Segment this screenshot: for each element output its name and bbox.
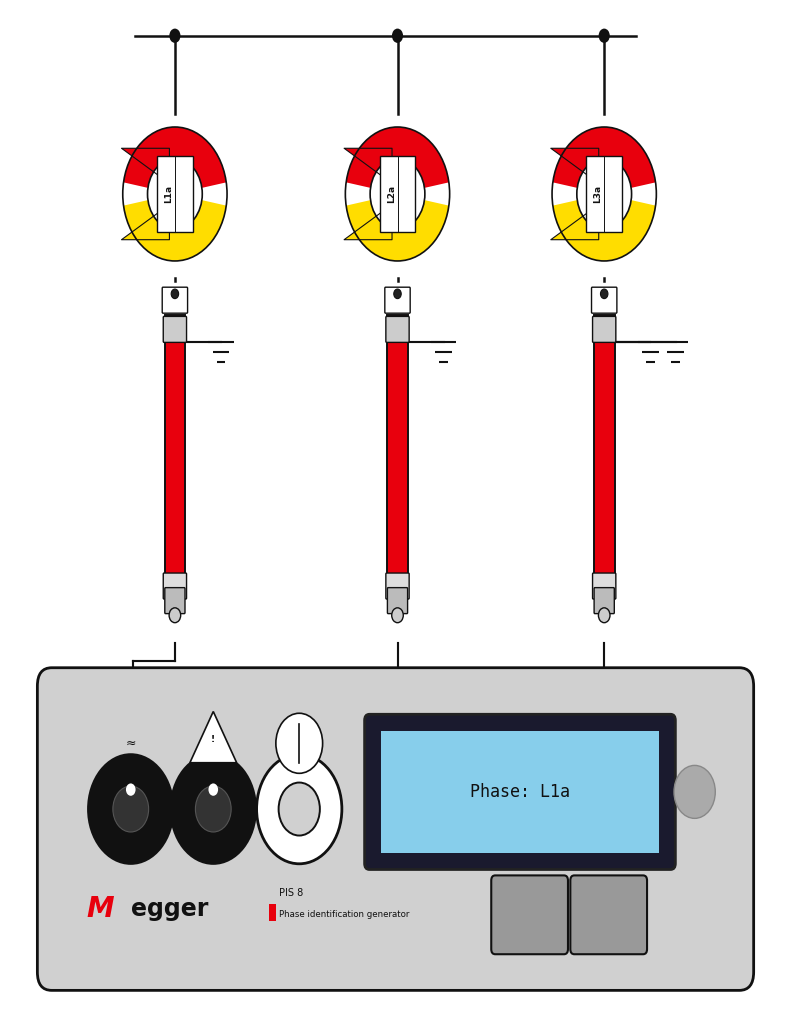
- Circle shape: [278, 782, 320, 835]
- Text: L3a: L3a: [594, 185, 603, 203]
- FancyBboxPatch shape: [37, 668, 754, 990]
- Polygon shape: [122, 148, 169, 184]
- FancyBboxPatch shape: [165, 588, 185, 614]
- FancyBboxPatch shape: [162, 287, 188, 313]
- Wedge shape: [553, 194, 656, 261]
- Wedge shape: [577, 159, 631, 194]
- Text: PIS 8: PIS 8: [278, 888, 303, 898]
- Text: Phase: L1a: Phase: L1a: [470, 783, 570, 800]
- Wedge shape: [370, 159, 425, 194]
- Text: M: M: [86, 895, 114, 923]
- Text: ≈: ≈: [126, 737, 136, 749]
- Circle shape: [88, 755, 173, 864]
- Bar: [165, 315, 185, 583]
- Wedge shape: [148, 194, 202, 229]
- Wedge shape: [553, 127, 656, 194]
- Circle shape: [171, 755, 256, 864]
- Circle shape: [392, 29, 403, 43]
- FancyBboxPatch shape: [587, 156, 622, 232]
- Polygon shape: [551, 148, 599, 184]
- FancyBboxPatch shape: [157, 156, 192, 232]
- Circle shape: [196, 786, 231, 832]
- FancyBboxPatch shape: [386, 317, 409, 342]
- Circle shape: [370, 159, 425, 229]
- Circle shape: [599, 607, 610, 623]
- Wedge shape: [123, 127, 227, 194]
- Circle shape: [599, 29, 610, 43]
- Circle shape: [600, 289, 608, 298]
- FancyBboxPatch shape: [592, 573, 616, 599]
- Circle shape: [171, 289, 179, 298]
- FancyBboxPatch shape: [591, 287, 617, 313]
- FancyBboxPatch shape: [163, 573, 187, 599]
- FancyBboxPatch shape: [594, 588, 615, 614]
- Bar: [387, 315, 408, 583]
- FancyBboxPatch shape: [570, 875, 647, 955]
- Polygon shape: [122, 204, 169, 240]
- Wedge shape: [346, 194, 449, 261]
- FancyBboxPatch shape: [365, 715, 676, 870]
- Wedge shape: [346, 127, 449, 194]
- Circle shape: [169, 607, 180, 623]
- Bar: [594, 315, 615, 583]
- Text: L2a: L2a: [387, 185, 396, 203]
- FancyBboxPatch shape: [387, 588, 408, 614]
- Wedge shape: [148, 159, 202, 194]
- Circle shape: [276, 714, 323, 773]
- FancyBboxPatch shape: [592, 317, 616, 342]
- Text: Phase identification generator: Phase identification generator: [278, 911, 409, 919]
- Circle shape: [208, 783, 218, 795]
- Text: !: !: [211, 735, 215, 744]
- Polygon shape: [344, 148, 392, 184]
- Circle shape: [577, 159, 631, 229]
- FancyBboxPatch shape: [386, 573, 409, 599]
- Wedge shape: [123, 194, 227, 261]
- Text: L1a: L1a: [165, 185, 173, 203]
- Circle shape: [392, 607, 403, 623]
- FancyBboxPatch shape: [380, 156, 415, 232]
- FancyBboxPatch shape: [381, 731, 659, 853]
- FancyBboxPatch shape: [385, 287, 410, 313]
- Polygon shape: [344, 204, 392, 240]
- Wedge shape: [370, 194, 425, 229]
- Circle shape: [113, 786, 149, 832]
- Polygon shape: [190, 712, 237, 763]
- Circle shape: [394, 289, 401, 298]
- FancyBboxPatch shape: [163, 317, 187, 342]
- Circle shape: [257, 755, 342, 864]
- Bar: [269, 904, 276, 921]
- Circle shape: [126, 783, 136, 795]
- Wedge shape: [577, 194, 631, 229]
- Text: egger: egger: [130, 897, 208, 921]
- Circle shape: [169, 29, 180, 43]
- Circle shape: [148, 159, 202, 229]
- Circle shape: [674, 766, 716, 819]
- Polygon shape: [551, 204, 599, 240]
- FancyBboxPatch shape: [491, 875, 568, 955]
